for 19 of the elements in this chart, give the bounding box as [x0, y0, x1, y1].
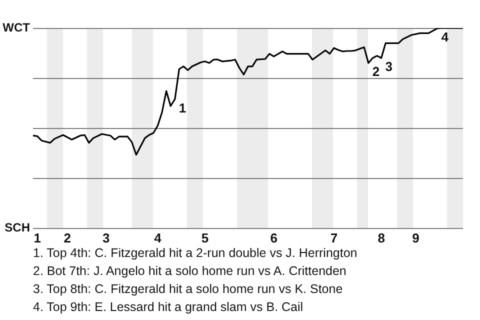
annotation: 3: [385, 59, 393, 74]
x-tick-label: 5: [201, 230, 209, 246]
annotation: 1: [178, 100, 186, 116]
x-tick-label: 2: [64, 230, 72, 246]
x-tick-label: 6: [270, 230, 278, 246]
text: 2. Bot 7th: J. Angelo hit a solo home run vs A. Crittenden: [33, 263, 348, 280]
x-tick-label: 1: [34, 230, 41, 246]
x-tick-label: 8: [378, 230, 385, 246]
x-tick-label: 7: [330, 230, 338, 246]
x-tick-label: 9: [412, 230, 420, 246]
ref-line-label: WCT: [2, 20, 31, 34]
text: 3. Top 8th: C. Fitzgerald hit a solo home run vs K. Stone: [33, 281, 344, 298]
x-tick-label: 3: [102, 230, 110, 246]
annotation: 4: [441, 29, 450, 44]
text: 1. Top 4th: C. Fitzgerald hit a 2-run double vs J. Herrington: [33, 245, 358, 262]
x-tick-label: 4: [154, 230, 162, 246]
annotation: 2: [372, 64, 380, 80]
ref-line-label: SCH: [4, 220, 30, 234]
text: 4. Top 9th: E. Lessard hit a grand slam vs B. Cail: [33, 299, 304, 316]
